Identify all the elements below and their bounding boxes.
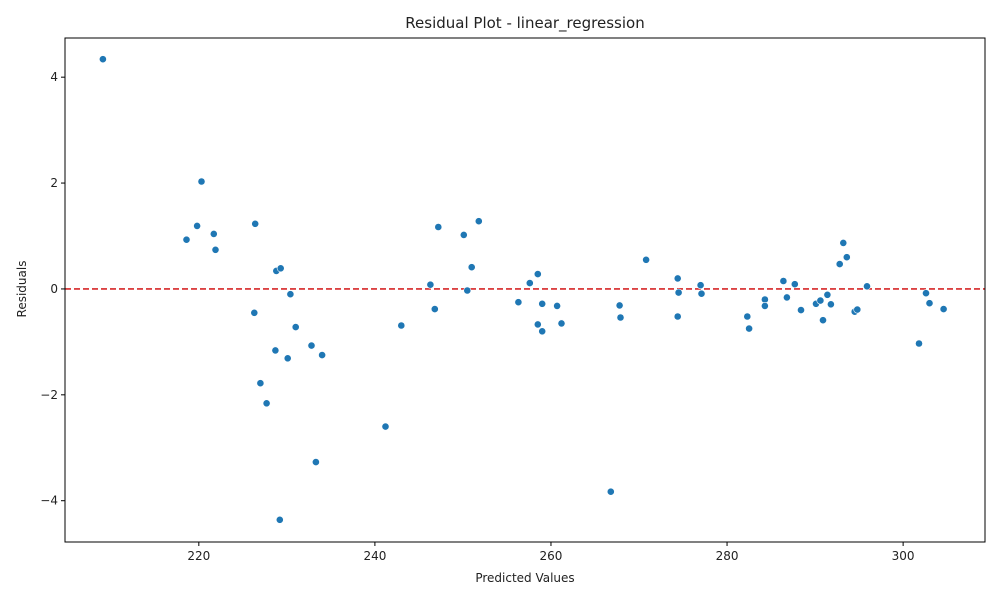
x-tick-label: 300 bbox=[892, 549, 915, 563]
data-point bbox=[853, 305, 862, 314]
data-point bbox=[426, 280, 435, 289]
data-point bbox=[397, 321, 406, 330]
data-point bbox=[514, 298, 523, 307]
data-point bbox=[615, 301, 624, 310]
data-point bbox=[538, 327, 547, 336]
data-point bbox=[463, 286, 472, 295]
data-point bbox=[211, 245, 220, 254]
data-point bbox=[538, 299, 547, 308]
data-point bbox=[761, 301, 769, 310]
data-point bbox=[842, 253, 851, 262]
data-point bbox=[525, 279, 534, 287]
data-point bbox=[863, 282, 871, 291]
x-tick-label: 240 bbox=[363, 549, 386, 563]
data-point bbox=[209, 229, 218, 238]
data-point bbox=[474, 217, 483, 226]
y-axis-title: Residuals bbox=[15, 261, 29, 318]
data-point bbox=[674, 288, 683, 297]
x-axis-ticks: 220 240 260 280 300 bbox=[187, 542, 915, 563]
data-point bbox=[697, 289, 706, 298]
data-point bbox=[797, 306, 805, 314]
data-point bbox=[318, 351, 326, 359]
x-tick-label: 280 bbox=[716, 549, 739, 563]
data-point bbox=[642, 255, 650, 264]
data-point bbox=[250, 308, 259, 317]
y-tick-label: 0 bbox=[50, 282, 58, 296]
data-point bbox=[430, 305, 439, 313]
data-point bbox=[193, 221, 201, 230]
data-point bbox=[271, 346, 280, 355]
data-point bbox=[673, 312, 682, 321]
data-point bbox=[835, 260, 844, 268]
data-point bbox=[743, 312, 752, 321]
data-point bbox=[197, 177, 206, 186]
plot-frame bbox=[64, 37, 986, 543]
data-point bbox=[557, 319, 566, 328]
data-point bbox=[939, 305, 948, 313]
data-point bbox=[779, 277, 788, 285]
data-point bbox=[925, 299, 934, 308]
y-tick-label: −2 bbox=[40, 388, 58, 402]
y-tick-label: 4 bbox=[50, 70, 58, 84]
data-point bbox=[790, 280, 799, 289]
data-point bbox=[783, 293, 791, 302]
data-point bbox=[251, 219, 260, 228]
scatter-points bbox=[99, 55, 948, 524]
data-point bbox=[823, 290, 832, 299]
data-point bbox=[291, 323, 300, 331]
data-point bbox=[827, 300, 835, 309]
data-point bbox=[276, 264, 285, 273]
data-point bbox=[311, 458, 320, 466]
data-point bbox=[533, 270, 542, 278]
data-point bbox=[434, 223, 443, 231]
data-point bbox=[275, 515, 284, 524]
data-point bbox=[99, 55, 107, 64]
chart-title: Residual Plot - linear_regression bbox=[405, 14, 644, 33]
data-point bbox=[286, 290, 295, 299]
data-point bbox=[696, 281, 705, 290]
data-point bbox=[256, 379, 265, 388]
data-point bbox=[922, 289, 930, 298]
data-point bbox=[533, 320, 542, 329]
data-point bbox=[915, 339, 923, 348]
data-point bbox=[262, 399, 271, 408]
data-point bbox=[283, 354, 292, 363]
data-point bbox=[553, 301, 561, 310]
data-point bbox=[616, 313, 625, 322]
x-tick-label: 220 bbox=[187, 549, 210, 563]
data-point bbox=[467, 263, 476, 272]
data-point bbox=[839, 238, 848, 247]
data-point bbox=[307, 341, 316, 350]
y-axis-ticks: −4 −2 0 2 4 bbox=[40, 70, 65, 508]
data-point bbox=[819, 316, 827, 325]
data-point bbox=[381, 422, 390, 431]
data-point bbox=[816, 296, 825, 305]
data-point bbox=[459, 230, 468, 239]
data-point bbox=[606, 487, 615, 496]
data-point bbox=[745, 324, 753, 333]
y-tick-label: 2 bbox=[50, 176, 58, 190]
data-point bbox=[182, 235, 191, 244]
data-point bbox=[673, 274, 682, 283]
x-tick-label: 260 bbox=[540, 549, 563, 563]
y-tick-label: −4 bbox=[40, 494, 58, 508]
x-axis-title: Predicted Values bbox=[475, 571, 574, 585]
